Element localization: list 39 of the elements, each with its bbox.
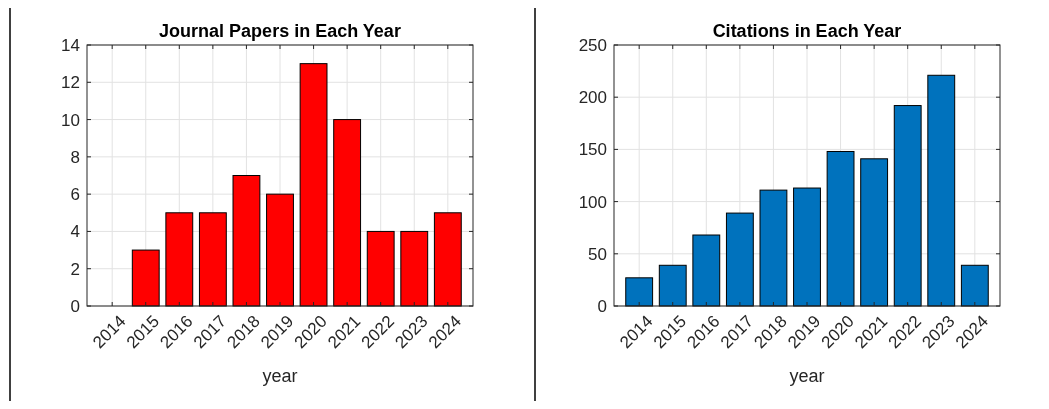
y-tick-label: 8 — [70, 147, 80, 167]
bar — [165, 212, 194, 307]
y-tick-label: 100 — [578, 192, 607, 212]
chart-title: Citations in Each Year — [712, 21, 902, 41]
bar — [759, 189, 788, 307]
y-tick-label: 200 — [578, 88, 607, 108]
y-tick-label: 2 — [70, 259, 80, 279]
y-tick-label: 50 — [588, 244, 607, 264]
y-tick-label: 12 — [61, 73, 80, 93]
bar — [793, 187, 821, 307]
y-tick-label: 6 — [70, 185, 80, 205]
bar — [826, 150, 855, 307]
x-axis-title: year — [789, 366, 825, 386]
bar — [333, 119, 362, 307]
bar — [400, 230, 429, 307]
bar — [299, 63, 328, 307]
y-tick-label: 150 — [578, 140, 607, 160]
bar — [625, 277, 654, 307]
bar — [692, 234, 721, 307]
bar — [725, 212, 754, 307]
y-tick-label: 0 — [70, 296, 80, 316]
y-tick-label: 14 — [61, 35, 80, 55]
bar — [232, 175, 261, 307]
y-tick-label: 4 — [70, 222, 80, 242]
bar — [927, 74, 956, 307]
bar — [433, 212, 462, 307]
bar — [131, 249, 160, 307]
bar — [893, 105, 922, 307]
bar — [658, 264, 687, 307]
chart-title: Journal Papers in Each Year — [159, 21, 401, 41]
bar — [198, 212, 227, 307]
y-tick-label: 10 — [61, 110, 80, 130]
bar — [366, 230, 395, 307]
x-axis-title: year — [262, 366, 298, 386]
bar — [266, 193, 294, 307]
bar — [960, 264, 989, 307]
y-tick-label: 0 — [597, 296, 607, 316]
bar — [860, 158, 889, 307]
y-tick-label: 250 — [578, 35, 607, 55]
